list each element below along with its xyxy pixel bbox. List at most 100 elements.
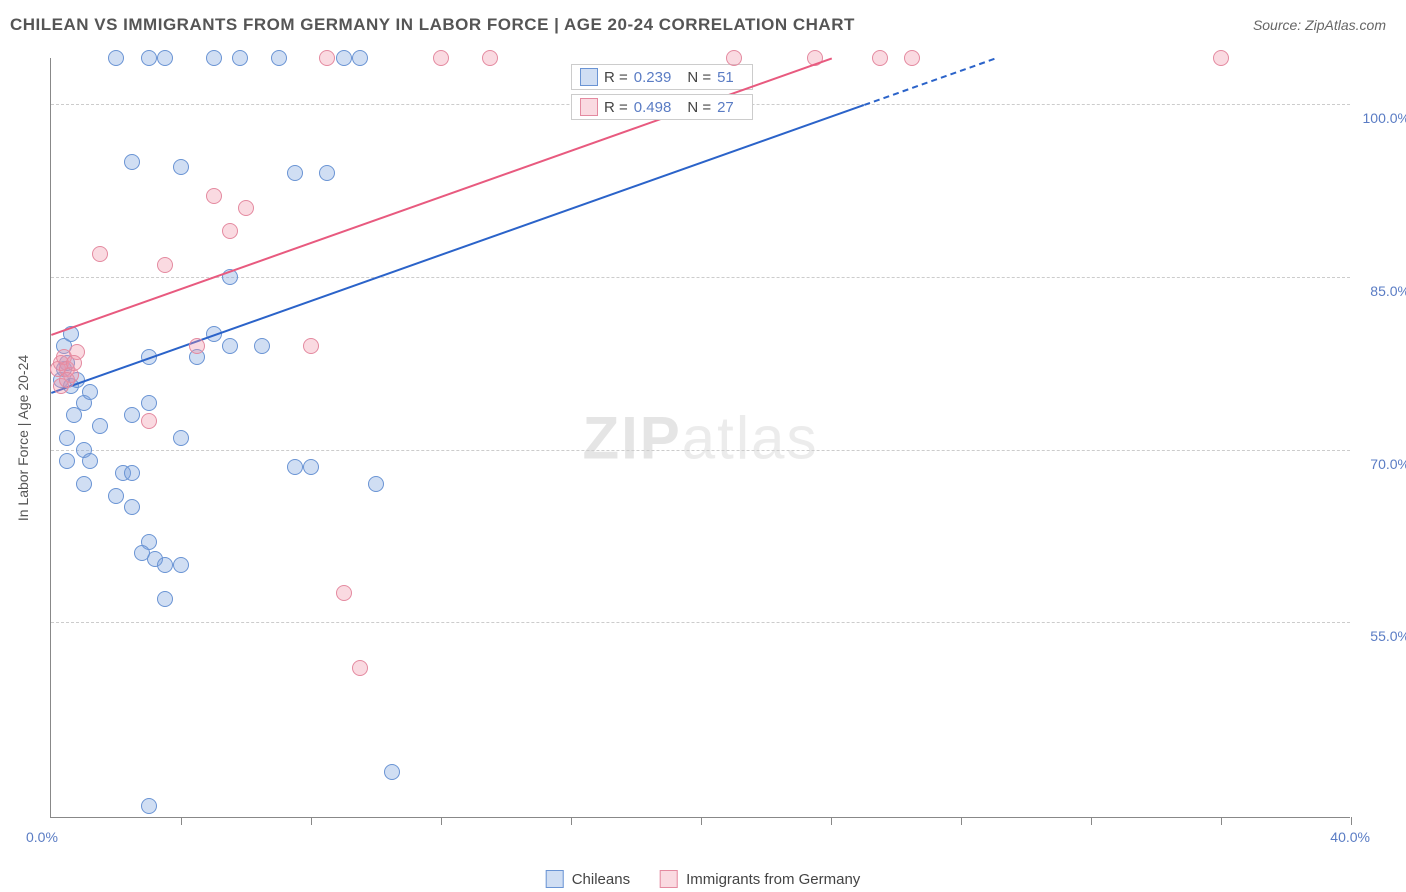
stat-r-label: R = (604, 99, 628, 116)
data-point (59, 453, 75, 469)
x-tick (311, 817, 312, 825)
data-point (726, 50, 742, 66)
data-point (108, 488, 124, 504)
trend-line (51, 104, 864, 394)
stat-r-value: 0.239 (634, 69, 672, 86)
data-point (319, 50, 335, 66)
x-tick (571, 817, 572, 825)
data-point (82, 384, 98, 400)
data-point (59, 372, 75, 388)
data-point (287, 459, 303, 475)
data-point (238, 200, 254, 216)
legend-swatch-chileans (546, 870, 564, 888)
x-tick-label: 40.0% (1330, 829, 1370, 845)
data-point (336, 50, 352, 66)
data-point (222, 223, 238, 239)
x-tick (441, 817, 442, 825)
x-tick (181, 817, 182, 825)
data-point (141, 413, 157, 429)
gridline-h (51, 622, 1350, 623)
data-point (336, 585, 352, 601)
data-point (59, 430, 75, 446)
stat-n-label: N = (687, 99, 711, 116)
x-tick-label: 0.0% (26, 829, 58, 845)
data-point (157, 591, 173, 607)
data-point (173, 557, 189, 573)
data-point (124, 154, 140, 170)
stats-box: R = 0.239 N = 51 (571, 64, 753, 90)
data-point (157, 50, 173, 66)
data-point (319, 165, 335, 181)
data-point (303, 459, 319, 475)
data-point (76, 476, 92, 492)
legend-label-chileans: Chileans (572, 871, 630, 888)
legend-item-germany: Immigrants from Germany (660, 870, 860, 888)
y-tick-label: 100.0% (1363, 110, 1406, 126)
watermark-bold: ZIP (582, 404, 681, 471)
stat-n-value: 27 (717, 99, 734, 116)
data-point (92, 418, 108, 434)
watermark: ZIPatlas (582, 403, 818, 472)
y-tick-label: 55.0% (1370, 628, 1406, 644)
gridline-h (51, 277, 1350, 278)
data-point (189, 338, 205, 354)
data-point (157, 257, 173, 273)
data-point (232, 50, 248, 66)
source-name: ZipAtlas.com (1305, 17, 1386, 33)
stats-swatch (580, 98, 598, 116)
plot-area: ZIPatlas 55.0%70.0%85.0%100.0%0.0%40.0%R… (50, 58, 1350, 818)
source-prefix: Source: (1253, 17, 1305, 33)
data-point (157, 557, 173, 573)
data-point (108, 50, 124, 66)
data-point (66, 407, 82, 423)
stat-r-label: R = (604, 69, 628, 86)
data-point (368, 476, 384, 492)
data-point (872, 50, 888, 66)
stats-box: R = 0.498 N = 27 (571, 94, 753, 120)
y-axis-title: In Labor Force | Age 20-24 (15, 355, 31, 521)
data-point (1213, 50, 1229, 66)
y-tick-label: 85.0% (1370, 283, 1406, 299)
data-point (173, 159, 189, 175)
data-point (141, 50, 157, 66)
data-point (141, 798, 157, 814)
y-tick-label: 70.0% (1370, 456, 1406, 472)
data-point (124, 499, 140, 515)
x-tick (961, 817, 962, 825)
data-point (303, 338, 319, 354)
x-tick (1091, 817, 1092, 825)
data-point (124, 465, 140, 481)
x-tick (831, 817, 832, 825)
stat-n-value: 51 (717, 69, 734, 86)
stats-swatch (580, 68, 598, 86)
data-point (384, 764, 400, 780)
watermark-thin: atlas (682, 404, 819, 471)
data-point (82, 453, 98, 469)
chart-title: CHILEAN VS IMMIGRANTS FROM GERMANY IN LA… (10, 15, 855, 35)
data-point (254, 338, 270, 354)
data-point (287, 165, 303, 181)
data-point (134, 545, 150, 561)
data-point (222, 338, 238, 354)
stat-r-value: 0.498 (634, 99, 672, 116)
data-point (92, 246, 108, 262)
legend-swatch-germany (660, 870, 678, 888)
legend-label-germany: Immigrants from Germany (686, 871, 860, 888)
data-point (904, 50, 920, 66)
data-point (206, 50, 222, 66)
x-tick (701, 817, 702, 825)
data-point (482, 50, 498, 66)
x-tick (1221, 817, 1222, 825)
data-point (124, 407, 140, 423)
data-point (66, 355, 82, 371)
data-point (271, 50, 287, 66)
bottom-legend: Chileans Immigrants from Germany (546, 870, 861, 888)
x-tick (1351, 817, 1352, 825)
data-point (352, 50, 368, 66)
stat-n-label: N = (687, 69, 711, 86)
chart-container: CHILEAN VS IMMIGRANTS FROM GERMANY IN LA… (0, 0, 1406, 892)
data-point (206, 188, 222, 204)
legend-item-chileans: Chileans (546, 870, 630, 888)
data-point (173, 430, 189, 446)
chart-header: CHILEAN VS IMMIGRANTS FROM GERMANY IN LA… (0, 0, 1406, 50)
